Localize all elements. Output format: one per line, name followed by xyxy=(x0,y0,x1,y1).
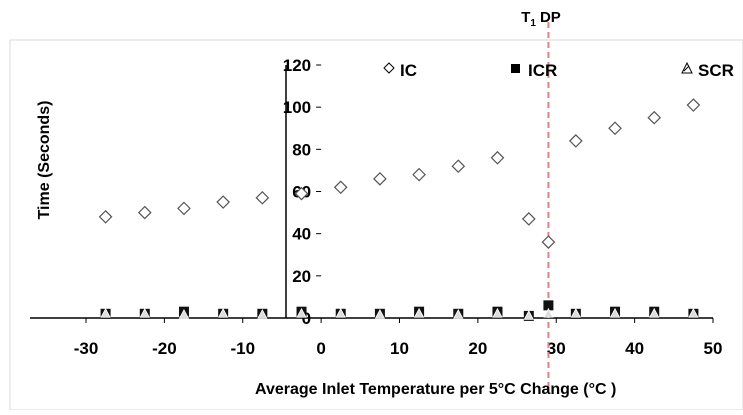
point-ic xyxy=(541,235,556,249)
y-axis-ticks: 020406080100120 xyxy=(283,56,322,328)
point-scr xyxy=(523,310,534,320)
x-tick-label: -20 xyxy=(152,339,177,358)
legend-label-icr: ICR xyxy=(528,61,557,80)
t1-dp-label-suffix: DP xyxy=(540,9,561,26)
x-tick-label: 20 xyxy=(468,339,487,358)
point-ic xyxy=(294,186,309,201)
y-tick-label: 20 xyxy=(292,267,311,286)
legend-item-scr: SCR xyxy=(681,61,734,80)
legend: IC ICR SCR xyxy=(383,61,734,80)
data-points xyxy=(98,98,701,321)
point-ic xyxy=(177,201,191,216)
y-tick-label: 80 xyxy=(292,140,311,159)
point-scr xyxy=(257,308,268,319)
x-tick-label: -10 xyxy=(230,339,255,358)
point-scr xyxy=(374,308,386,319)
point-ic xyxy=(451,159,466,174)
legend-marker-scr-hatch xyxy=(683,65,690,72)
point-ic xyxy=(373,172,387,186)
point-ic xyxy=(137,205,152,220)
point-scr xyxy=(139,307,150,318)
point-scr xyxy=(649,307,660,318)
t1-dp-label-main: T xyxy=(521,9,530,26)
point-ic xyxy=(568,134,583,148)
point-scr xyxy=(178,308,190,319)
point-ic xyxy=(490,150,505,165)
point-scr xyxy=(609,307,621,318)
t1-dp-label: T1 DP xyxy=(521,9,561,29)
point-scr xyxy=(570,307,582,318)
y-tick-label: 120 xyxy=(283,56,311,75)
point-scr xyxy=(688,307,699,318)
y-tick-label: 100 xyxy=(283,98,311,117)
t1-dp-label-subscript: 1 xyxy=(530,18,536,29)
point-scr xyxy=(453,308,464,319)
legend-label-ic: IC xyxy=(400,61,417,80)
legend-marker-ic xyxy=(383,62,395,74)
point-ic xyxy=(333,180,348,195)
point-ic xyxy=(255,190,270,205)
point-ic xyxy=(647,110,662,125)
point-scr xyxy=(217,307,229,318)
point-ic xyxy=(521,212,536,226)
x-tick-label: 10 xyxy=(390,339,409,358)
point-scr xyxy=(335,307,346,318)
point-scr xyxy=(543,307,554,318)
legend-marker-icr xyxy=(511,64,520,73)
x-tick-label: 50 xyxy=(704,339,723,358)
point-ic xyxy=(98,209,113,224)
legend-label-scr: SCR xyxy=(698,61,734,80)
y-axis-title: Time (Seconds) xyxy=(36,101,53,220)
x-tick-label: 40 xyxy=(625,339,644,358)
point-icr xyxy=(543,300,554,311)
point-scr xyxy=(492,307,503,318)
x-tick-label: -30 xyxy=(74,339,99,358)
legend-item-icr: ICR xyxy=(511,61,557,80)
x-tick-label: 0 xyxy=(316,339,325,358)
legend-item-ic: IC xyxy=(383,61,417,80)
point-ic xyxy=(686,98,701,112)
point-ic xyxy=(608,121,622,136)
x-axis-ticks: -30 -20 -10 0 10 20 30 40 50 xyxy=(74,318,723,358)
point-ic xyxy=(412,167,426,182)
point-ic xyxy=(216,195,231,209)
y-tick-label: 0 xyxy=(302,309,311,328)
point-scr xyxy=(413,307,425,318)
x-axis-title: Average Inlet Temperature per 5°C Change… xyxy=(255,381,616,398)
point-scr xyxy=(100,307,111,318)
x-tick-label: 30 xyxy=(547,339,566,358)
y-tick-label: 40 xyxy=(292,225,311,244)
point-scr xyxy=(296,307,307,318)
